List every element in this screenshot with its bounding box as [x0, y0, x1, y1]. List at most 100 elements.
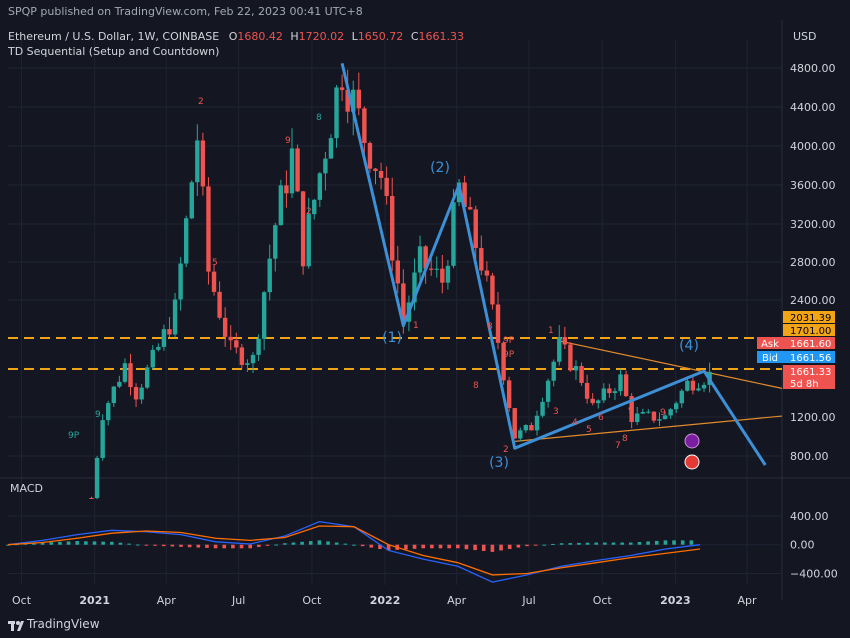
macd-histogram-bar: [542, 544, 547, 546]
quote-tag-label: Ask: [761, 339, 779, 350]
td-label: 2: [198, 97, 204, 107]
candle-body: [256, 338, 261, 355]
macd-histogram-bar: [170, 544, 175, 547]
candle-body: [445, 265, 451, 283]
candle-body: [651, 411, 657, 421]
macd-histogram-bar: [680, 540, 685, 545]
wave-label: (1): [382, 330, 402, 346]
quote-tag: [757, 351, 783, 363]
macd-histogram-bar: [516, 544, 521, 548]
candle-body: [139, 387, 144, 400]
candle-body: [618, 374, 623, 392]
candle-body: [623, 374, 629, 397]
macd-histogram-bar: [75, 541, 79, 545]
td-label: 2: [306, 207, 312, 217]
candle-body: [506, 380, 512, 409]
candle-body: [423, 246, 428, 269]
macd-histogram-bar: [456, 544, 460, 549]
macd-histogram-bar: [654, 540, 659, 545]
currency-label: USD: [793, 30, 817, 43]
quote-tag-label: Bid: [762, 353, 778, 364]
candle-body: [674, 403, 679, 410]
candle-body: [390, 196, 395, 261]
macd-histogram-bar: [533, 544, 538, 546]
support-resistance-levels: [8, 336, 782, 370]
candle-body: [217, 291, 222, 318]
candle-body: [434, 268, 439, 270]
candle-body: [94, 457, 100, 499]
macd-histogram-bar: [205, 544, 209, 548]
indicator-name: TD Sequential (Setup and Countdown): [8, 45, 220, 58]
wave-label: (4): [679, 338, 699, 354]
quote-price-label: 1661.60: [790, 339, 831, 350]
candle-body: [518, 430, 523, 439]
macd-histogram-bar: [118, 542, 123, 545]
td-label: 3: [553, 407, 559, 417]
macd-histogram-bar: [187, 544, 192, 548]
price-tick-label: 2800.00: [790, 256, 836, 269]
signal-line: [7, 525, 701, 576]
candle-body: [222, 317, 228, 337]
macd-histogram-bar: [196, 544, 201, 548]
candle-body: [640, 411, 645, 414]
td-label: 8: [622, 434, 628, 444]
time-tick-label: 2022: [370, 594, 401, 607]
price-box: [783, 365, 835, 389]
candle-body: [440, 268, 445, 283]
price-tick-label: 4800.00: [790, 62, 836, 75]
td-label: 1: [413, 321, 419, 331]
price-tick-label: 3200.00: [790, 218, 836, 231]
candle-body: [306, 214, 311, 267]
time-tick-label: Jul: [521, 594, 535, 607]
td-label: 8: [316, 113, 322, 123]
candle-body: [211, 271, 217, 292]
price-box-label: 2031.39: [790, 313, 831, 324]
candle-body: [512, 408, 517, 439]
macd-histogram-bar: [629, 542, 633, 545]
candle-body: [401, 283, 406, 322]
macd-histogram-bar: [525, 544, 529, 547]
macd-histogram-bar: [179, 544, 183, 547]
candle-body: [668, 409, 673, 416]
candle-body: [629, 396, 634, 423]
td-label: 9: [628, 406, 634, 416]
macd-histogram-bar: [430, 544, 434, 549]
candle-body: [456, 182, 462, 203]
td-label: 9: [660, 408, 666, 418]
td-label: 9: [285, 136, 291, 146]
macd-histogram-bar: [32, 543, 36, 545]
candle-body: [696, 388, 701, 391]
macd-histogram-bar: [84, 541, 88, 545]
candle-body: [473, 209, 478, 248]
candle-body: [579, 366, 584, 383]
candle-body: [150, 349, 155, 368]
macd-histogram-bar: [239, 544, 244, 549]
macd-histogram-bar: [308, 541, 313, 545]
candle-body: [339, 87, 345, 90]
candle-body: [428, 268, 434, 270]
candle-body: [200, 140, 206, 187]
quote-price-box: [783, 351, 835, 363]
td-label: 9P: [68, 431, 80, 441]
ohlc-close: C1661.33: [410, 30, 464, 43]
candle-body: [172, 299, 178, 335]
candle-body: [607, 388, 612, 394]
td-label: 5: [212, 258, 218, 268]
macd-histogram-bar: [438, 544, 443, 549]
macd-histogram-bar: [594, 542, 598, 545]
td-label: 5: [586, 425, 592, 435]
candle-body: [273, 225, 278, 259]
macd-histogram-bar: [646, 541, 650, 545]
candle-body: [161, 329, 167, 347]
ohlc-low: L1650.72: [351, 30, 404, 43]
price-box-label: 1701.00: [790, 326, 831, 337]
time-axis: Oct 2021 Apr Jul Oct 2022 Apr Jul Oct 2023 Apr: [12, 594, 757, 607]
symbol-title: Ethereum / U.S. Dollar, 1W, COINBASE: [8, 30, 220, 43]
macd-histogram-bar: [317, 540, 322, 545]
candle-body: [484, 270, 490, 276]
macd-histogram-bar: [92, 541, 97, 545]
price-box-label: 1661.33: [790, 367, 831, 378]
countdown-label: 5d 8h: [790, 379, 819, 390]
macd-histogram-bar: [473, 544, 477, 551]
published-line: SPQP published on TradingView.com, Feb 2…: [8, 5, 363, 18]
